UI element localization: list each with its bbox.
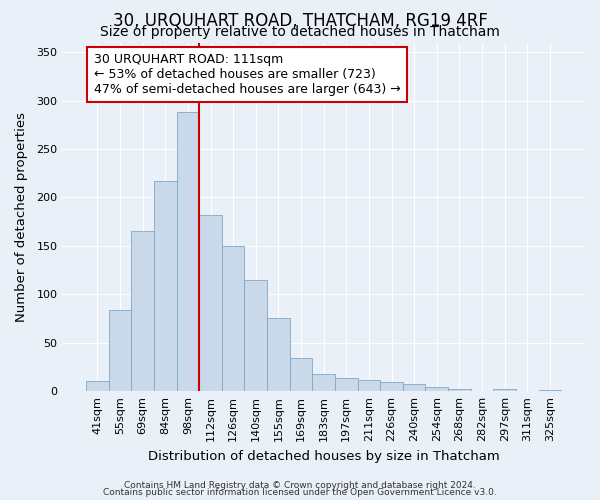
X-axis label: Distribution of detached houses by size in Thatcham: Distribution of detached houses by size … [148,450,500,462]
Bar [86,380,109,391]
Bar [358,380,380,391]
Bar [403,384,425,391]
Bar [131,232,154,391]
Text: Contains public sector information licensed under the Open Government Licence v3: Contains public sector information licen… [103,488,497,497]
Bar [290,358,313,391]
Text: 30 URQUHART ROAD: 111sqm
← 53% of detached houses are smaller (723)
47% of semi-: 30 URQUHART ROAD: 111sqm ← 53% of detach… [94,53,400,96]
Y-axis label: Number of detached properties: Number of detached properties [15,112,28,322]
Bar [380,382,403,391]
Text: Contains HM Land Registry data © Crown copyright and database right 2024.: Contains HM Land Registry data © Crown c… [124,480,476,490]
Bar [222,246,244,391]
Bar [244,280,267,391]
Bar [109,310,131,391]
Bar [335,378,358,391]
Bar [448,389,471,391]
Bar [313,374,335,391]
Text: 30, URQUHART ROAD, THATCHAM, RG19 4RF: 30, URQUHART ROAD, THATCHAM, RG19 4RF [113,12,487,30]
Bar [267,318,290,391]
Bar [539,390,561,391]
Bar [493,389,516,391]
Bar [199,215,222,391]
Text: Size of property relative to detached houses in Thatcham: Size of property relative to detached ho… [100,25,500,39]
Bar [425,388,448,391]
Bar [176,112,199,391]
Bar [154,181,176,391]
